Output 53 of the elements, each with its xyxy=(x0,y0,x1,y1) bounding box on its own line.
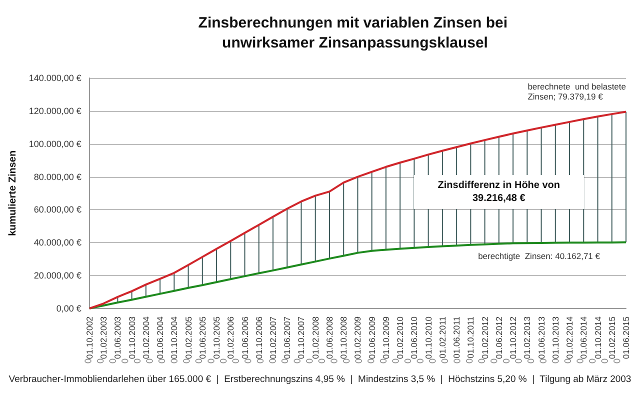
x-tick-label: 01.06.2007 xyxy=(282,316,292,360)
x-tick-label: 01.06.2012 xyxy=(494,316,504,360)
text: Verbraucher-Immobliendarlehen über 165.000 € | Erstberechnungszins 4,95 % | Mindestzins 3,5 % | Höchstzins 5,20 % | Tilgung ab März 2003 xyxy=(8,374,632,385)
x-tick-label: 01.02.2013 xyxy=(522,316,532,360)
y-tick-label: 0,00 € xyxy=(56,303,82,314)
x-tick-label: 01.06.2003 xyxy=(112,316,123,360)
y-tick-label: 80.000,00 € xyxy=(34,172,82,182)
x-tick-label: 01.10.2012 xyxy=(508,316,518,360)
x-tick-label: 01.10.2003 xyxy=(126,316,137,360)
x-tick-label: 01.06.2015 xyxy=(621,316,631,360)
x-tick-label: 01.06.2008 xyxy=(324,316,334,360)
x-tick-label: 01.10.2009 xyxy=(380,316,391,360)
x-tick-label: 01.02.2010 xyxy=(395,316,406,360)
x-tick-label: 01.06.2010 xyxy=(409,316,420,360)
x-tick-label: 01.10.2004 xyxy=(169,316,180,360)
y-tick-label: 20.000,00 € xyxy=(34,270,82,281)
x-tick-label: 01.02.2004 xyxy=(140,316,151,360)
x-tick-label: 01.10.2011 xyxy=(466,316,476,358)
y-tick-label: 40.000,00 € xyxy=(34,238,82,248)
x-tick-label: 01.02.2007 xyxy=(268,316,278,360)
x-tick-label: 01.10.2006 xyxy=(254,316,264,360)
y-tick-label: 140.000,00 € xyxy=(28,73,82,83)
x-tick-label: 01.02.2008 xyxy=(310,316,320,360)
annotation: berechnete und belastete Zinsen; 79.379,19 € xyxy=(528,82,626,102)
chart-title: Zinsberechnungen mit variablen Zinsen bei unwirksamer Zinsanpassungsklausel xyxy=(198,14,512,52)
y-tick-label: 60.000,00 € xyxy=(34,204,82,215)
x-tick-label: 01.06.2013 xyxy=(536,316,546,360)
x-tick-label: 01.06.2004 xyxy=(155,316,166,360)
x-tick-label: 01.06.2005 xyxy=(197,316,208,360)
x-tick-label: 01.02.2005 xyxy=(183,316,194,360)
x-tick-label: 01.10.2007 xyxy=(296,316,306,360)
annotation: berechtigte Zinsen: 40.162,71 € xyxy=(478,250,600,261)
y-axis-title: kumulierte Zinsen xyxy=(8,150,18,236)
x-tick-label: 01.10.2008 xyxy=(338,316,349,360)
x-tick-label: 01.10.2013 xyxy=(550,316,560,360)
y-tick-label: 100.000,00 € xyxy=(28,138,82,149)
x-tick-label: 01.06.2014 xyxy=(578,316,589,360)
x-tick-label: 01.02.2009 xyxy=(352,316,363,360)
note-box: Zinsdifferenz in Höhe von 39.216,48 € xyxy=(414,175,584,210)
x-tick-label: 01.10.2002 xyxy=(84,316,94,360)
y-tick-label: 120.000,00 € xyxy=(28,106,82,116)
x-tick-label: 01.02.2003 xyxy=(98,316,109,360)
x-tick-label: 01.06.2006 xyxy=(240,316,250,360)
x-tick-label: 01.06.2011 xyxy=(452,316,462,358)
x-tick-label: 01.06.2009 xyxy=(366,316,377,360)
x-tick-label: 01.02.2014 xyxy=(564,316,575,360)
x-tick-label: 01.10.2010 xyxy=(423,316,434,360)
x-tick-label: 01.02.2012 xyxy=(480,316,490,360)
x-tick-label: 01.02.2015 xyxy=(606,316,617,360)
x-tick-label: 01.02.2006 xyxy=(226,316,236,360)
x-tick-label: 01.10.2014 xyxy=(592,316,603,360)
x-tick-label: 01.02.2011 xyxy=(437,316,448,358)
x-tick-label: 01.10.2005 xyxy=(212,316,222,360)
